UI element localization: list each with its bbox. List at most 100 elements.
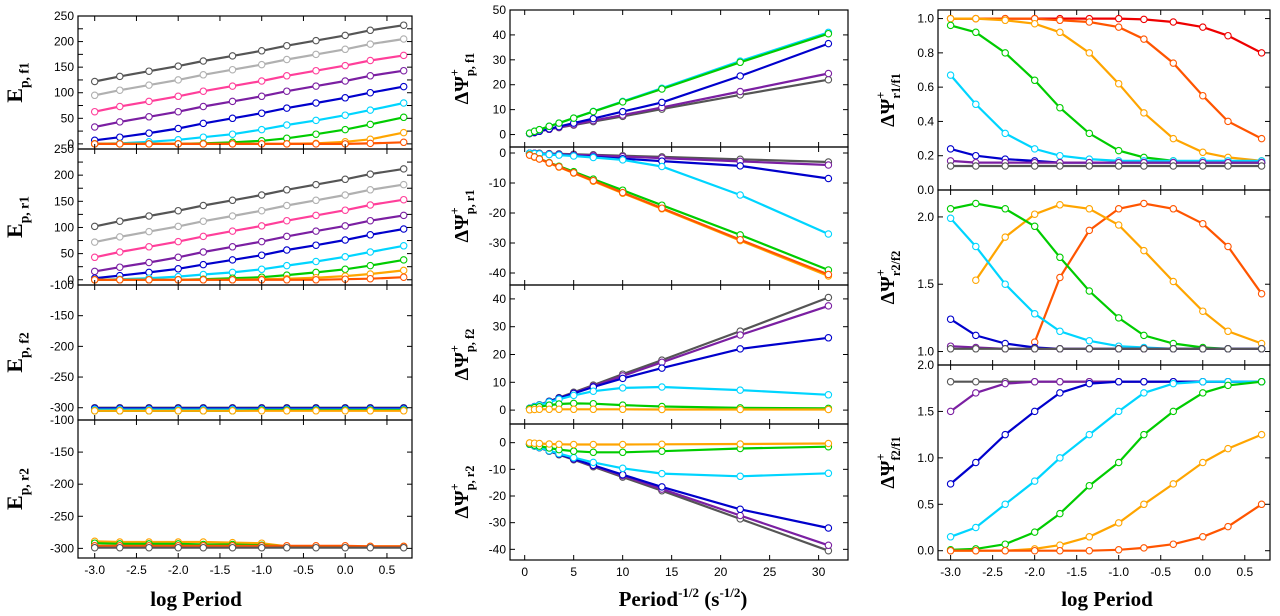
data-point (312, 543, 320, 552)
data-point (1085, 18, 1094, 26)
data-point (1085, 430, 1094, 439)
data-point (1169, 540, 1178, 548)
data-point (1169, 18, 1178, 26)
panel-dPsi_f2_f1: 0.0 0.5 1.0 1.5 2.0 -3.0 -2.5 -2.0 -1.5 -1.0 -0.5 0… (874, 358, 1271, 579)
data-point (399, 266, 408, 275)
data-point (145, 67, 153, 75)
series-line-5 (950, 433, 1263, 552)
series-group (525, 28, 833, 138)
series-line-8 (94, 276, 404, 281)
y-axis-label: ΔΨ+p, f1 (448, 53, 477, 105)
data-point (228, 256, 237, 264)
y-label-sub: r2/f2 (889, 251, 903, 276)
data-point (1224, 444, 1232, 453)
data-point (1001, 540, 1009, 548)
data-point (399, 35, 408, 43)
data-point (341, 407, 349, 415)
data-point (1085, 162, 1094, 170)
data-point (399, 128, 408, 137)
middle-x-label-main: Period (619, 587, 679, 611)
x-tick-label: 0 (521, 565, 528, 579)
data-point (283, 232, 291, 241)
data-point (946, 21, 955, 30)
data-point (555, 405, 563, 414)
data-point (366, 40, 375, 48)
data-point (1001, 430, 1009, 439)
data-point (1056, 327, 1064, 336)
data-point (1056, 103, 1064, 112)
series-line-2 (94, 54, 404, 113)
data-point (312, 180, 320, 189)
data-point (569, 405, 578, 414)
data-point (116, 217, 124, 225)
data-point (228, 140, 237, 148)
data-point (569, 440, 578, 449)
data-point (658, 364, 666, 372)
data-point (1085, 129, 1094, 138)
series-line-2 (94, 544, 404, 548)
data-point (736, 505, 744, 514)
data-point (1169, 345, 1178, 353)
data-point (283, 543, 291, 552)
series-line-0 (94, 167, 404, 228)
data-point (1224, 381, 1232, 390)
data-point (1140, 199, 1148, 208)
data-point (736, 191, 744, 199)
data-point (972, 100, 980, 109)
data-point (366, 261, 375, 270)
data-point (618, 405, 627, 414)
data-point (312, 227, 320, 235)
y-tick-label: -300 (50, 401, 74, 415)
data-point (589, 405, 598, 414)
data-point (1169, 59, 1178, 67)
data-point (341, 191, 349, 199)
data-point (399, 543, 408, 552)
y-tick-label: -40 (489, 266, 507, 280)
series-line-2 (949, 380, 1262, 485)
data-point (1114, 546, 1123, 554)
data-point (569, 114, 578, 122)
data-point (174, 62, 182, 70)
data-point (1085, 49, 1094, 57)
x-tick-label: -2.0 (1024, 565, 1045, 579)
left-x-axis-label: log Period (150, 587, 242, 611)
y-label-sub: p, r1 (463, 190, 477, 215)
data-point (257, 237, 266, 246)
x-tick-label: -1.5 (210, 563, 231, 577)
data-point (1114, 23, 1123, 31)
data-point (1114, 162, 1123, 170)
data-point (1085, 345, 1094, 353)
data-point (824, 174, 833, 183)
y-axis-label: ΔΨ+r1/f1 (874, 73, 903, 127)
data-point (1257, 500, 1266, 509)
y-tick-label: 0 (499, 403, 506, 417)
y-label-sub: p, f2 (463, 329, 477, 352)
data-point (1085, 226, 1094, 235)
series-group (90, 403, 408, 415)
y-tick-label: -300 (50, 541, 74, 555)
data-point (545, 405, 553, 414)
data-point (1114, 79, 1123, 88)
data-point (946, 407, 955, 416)
y-tick-label: 0.4 (917, 114, 934, 128)
plot-frame (937, 364, 1271, 561)
data-point (283, 261, 291, 270)
data-point (618, 107, 627, 116)
data-point (174, 124, 182, 133)
series-line-3 (529, 152, 829, 236)
data-point (1224, 327, 1232, 336)
data-point (228, 543, 237, 552)
data-point (569, 447, 578, 455)
data-point (1030, 345, 1039, 353)
y-tick-label: -200 (50, 339, 74, 353)
data-point (341, 206, 349, 214)
data-point (569, 453, 578, 462)
data-point (972, 14, 980, 23)
series-line-4 (94, 85, 404, 142)
data-point (145, 543, 153, 552)
data-point (312, 211, 320, 220)
data-point (1001, 280, 1009, 288)
data-point (1030, 162, 1039, 170)
data-point (257, 222, 266, 230)
data-point (1030, 407, 1039, 416)
